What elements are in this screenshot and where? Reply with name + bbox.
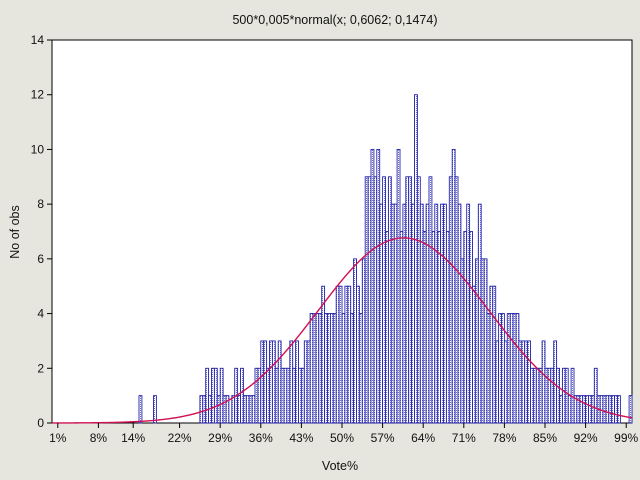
histogram-bar	[225, 395, 230, 424]
x-tick-label: 29%	[208, 431, 232, 445]
y-tick-label: 10	[31, 142, 45, 156]
histogram-bar	[628, 395, 633, 424]
y-tick-label: 2	[37, 361, 44, 375]
normal-fit-curve	[52, 237, 633, 424]
x-tick-label: 1%	[49, 431, 67, 445]
bars-group	[138, 94, 633, 424]
x-tick-label: 36%	[249, 431, 273, 445]
x-tick-label: 85%	[533, 431, 557, 445]
y-tick-label: 12	[31, 88, 45, 102]
x-tick-label: 99%	[614, 431, 638, 445]
y-tick-label: 8	[37, 197, 44, 211]
x-tick-label: 50%	[330, 431, 354, 445]
x-tick-label: 14%	[121, 431, 145, 445]
x-axis-label: Vote%	[322, 459, 358, 473]
x-axis: 1% 8% 14% 22% 29% 36% 43% 50% 57% 64% 71% 78% 85% 92%…	[49, 423, 639, 445]
y-axis-label: No of obs	[8, 205, 22, 259]
x-tick-label: 64%	[411, 431, 435, 445]
y-axis: 0 2 4 6 8 10 12 14	[31, 33, 52, 430]
x-tick-label: 22%	[168, 431, 192, 445]
x-tick-label: 8%	[90, 431, 108, 445]
histogram-bar	[617, 395, 621, 424]
y-tick-label: 4	[37, 307, 44, 321]
y-tick-label: 6	[37, 252, 44, 266]
y-tick-label: 0	[37, 416, 44, 430]
x-tick-label: 43%	[289, 431, 313, 445]
histogram-bar	[153, 395, 157, 424]
chart-title: 500*0,005*normal(x; 0,6062; 0,1474)	[232, 13, 437, 27]
x-tick-label: 92%	[574, 431, 598, 445]
histogram-bar	[138, 395, 143, 424]
x-tick-label: 78%	[492, 431, 516, 445]
x-tick-label: 57%	[371, 431, 395, 445]
x-tick-label: 71%	[452, 431, 476, 445]
y-tick-label: 14	[31, 33, 45, 47]
